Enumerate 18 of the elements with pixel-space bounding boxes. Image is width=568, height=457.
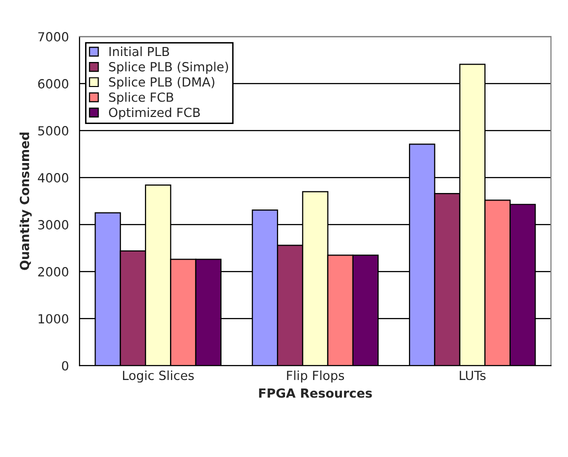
y-tick-label: 2000 — [38, 267, 68, 277]
x-tick-label: Logic Slices — [123, 370, 194, 383]
legend-label: Splice PLB (Simple) — [109, 62, 228, 74]
x-tick-label: Flip Flops — [287, 370, 344, 383]
y-tick-label: 3000 — [38, 220, 68, 230]
y-tick-label: 0 — [62, 361, 68, 371]
y-tick-label: 1000 — [38, 314, 68, 324]
y-tick-label: 6000 — [38, 79, 68, 88]
x-axis-title: FPGA Resources — [259, 388, 372, 398]
legend-label: Initial PLB — [109, 46, 170, 56]
y-tick-label: 5000 — [38, 126, 68, 136]
y-tick-label: 7000 — [38, 32, 68, 42]
x-tick-label: LUTs — [460, 370, 486, 380]
y-axis-title: Quantity Consumed — [20, 132, 32, 270]
legend-label: Optimized FCB — [108, 107, 200, 120]
legend-label: Splice PLB (DMA) — [109, 77, 214, 90]
y-tick-label: 4000 — [38, 173, 68, 183]
legend-label: Splice FCB — [109, 92, 174, 104]
